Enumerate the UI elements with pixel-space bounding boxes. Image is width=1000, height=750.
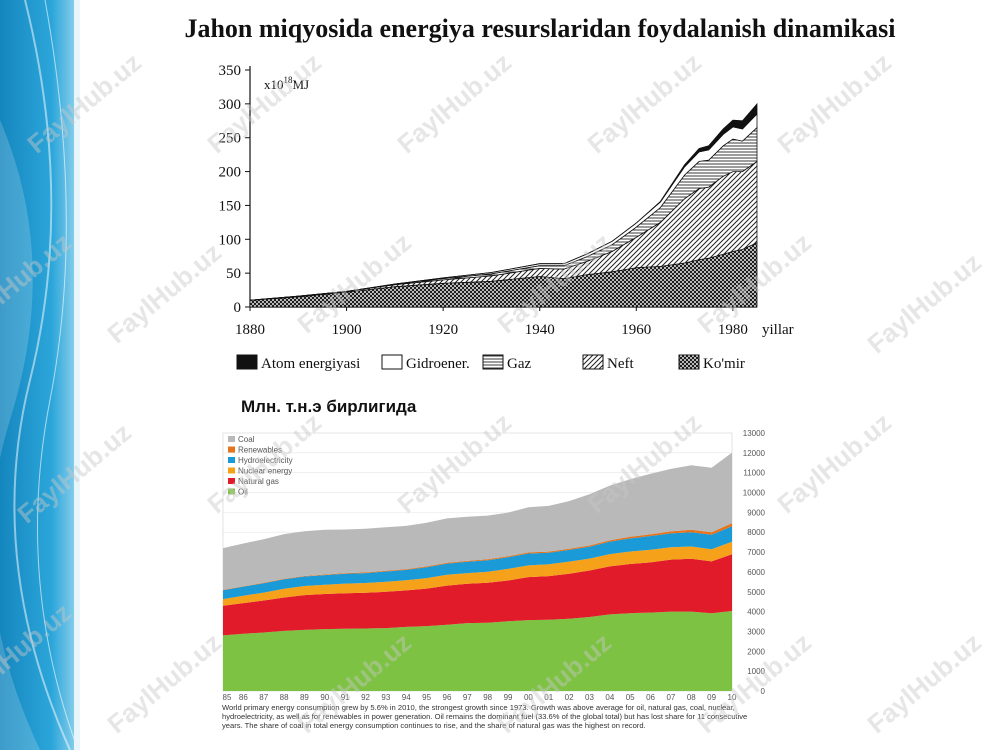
x-tick-label: 05 — [626, 693, 635, 702]
chart2-unit-label: Млн. т.н.э бирлигида — [241, 397, 417, 416]
area-atom-energiyasi — [249, 102, 758, 301]
legend-swatch-hydroelectricity — [228, 457, 235, 463]
y-tick-label: 0 — [234, 300, 242, 316]
x-tick-label: 94 — [402, 693, 411, 702]
x-tick-label: 10 — [728, 693, 737, 702]
x-axis-title: yillar — [762, 322, 794, 338]
x-tick-label: 08 — [687, 693, 696, 702]
x-tick-label: 1940 — [525, 322, 555, 338]
x-tick-label: 95 — [422, 693, 431, 702]
watermark-text: FaylHub.uz — [101, 627, 227, 739]
legend-swatch-natural-gas — [228, 478, 235, 484]
legend-swatch-gaz — [482, 354, 504, 370]
legend-label-oil: Oil — [238, 488, 248, 497]
y-tick-label: 300 — [219, 97, 242, 113]
x-tick-label: 85 — [223, 693, 232, 702]
x-tick-label: 88 — [280, 693, 289, 702]
x-tick-label: 02 — [565, 693, 574, 702]
x-tick-label: 1920 — [428, 322, 458, 338]
y-tick-label: 50 — [226, 266, 241, 282]
area-natural-gas — [223, 554, 732, 636]
x-tick-label: 09 — [707, 693, 716, 702]
y-tick-label: 6000 — [747, 568, 765, 577]
energy-consumption-chart: 0100020003000400050006000700080009000100… — [223, 429, 766, 702]
y-tick-label: 10000 — [743, 489, 766, 498]
legend-label-nuclear-energy: Nuclear energy — [238, 467, 292, 476]
area-coal — [223, 452, 732, 590]
x-tick-label: 1980 — [718, 322, 748, 338]
legend-label-gaz: Gaz — [507, 356, 531, 372]
legend-label-hydroelectricity: Hydroelectricity — [238, 456, 293, 465]
x-tick-label: 91 — [341, 693, 350, 702]
legend-swatch-gidroener — [381, 354, 403, 370]
chart2-caption: World primary energy consumption grew by… — [222, 703, 748, 730]
y-tick-label: 11000 — [743, 469, 765, 478]
x-tick-label: 06 — [646, 693, 655, 702]
x-tick-label: 97 — [463, 693, 472, 702]
y-tick-label: 2000 — [747, 647, 765, 656]
x-tick-label: 90 — [320, 693, 329, 702]
y-tick-label: 1000 — [747, 667, 765, 676]
x-tick-label: 1900 — [332, 322, 362, 338]
legend-swatch-oil — [228, 488, 235, 495]
y-tick-label: 9000 — [747, 508, 765, 517]
energy-history-chart: 0 50 100 150 200 250 300 350 1880 1900 1920 1940 196… — [219, 63, 794, 372]
x-tick-label: 1960 — [621, 322, 651, 338]
legend-label-gidroener: Gidroener. — [406, 356, 470, 372]
watermark-text: FaylHub.uz — [861, 627, 987, 739]
y-tick-label: 8000 — [747, 528, 765, 537]
x-tick-label: 00 — [524, 693, 533, 702]
y-tick-label: 3000 — [747, 627, 765, 636]
watermark-text: FaylHub.uz — [861, 247, 987, 359]
sidebar-decoration — [0, 0, 80, 750]
legend-swatch-renewables — [228, 446, 235, 453]
legend-label-neft: Neft — [607, 356, 634, 372]
x-tick-label: 1880 — [235, 322, 265, 338]
y-unit-label: x1018MJ — [264, 75, 309, 92]
legend-swatch-ko-mir — [678, 354, 700, 370]
area-hydroelectricity — [223, 526, 732, 600]
x-tick-label: 99 — [504, 693, 513, 702]
x-tick-label: 93 — [381, 693, 390, 702]
x-tick-label: 01 — [544, 693, 553, 702]
legend-label-renewables: Renewables — [238, 446, 282, 455]
legend-label-natural-gas: Natural gas — [238, 477, 279, 486]
y-tick-label: 250 — [219, 131, 242, 147]
x-tick-label: 87 — [259, 693, 268, 702]
x-tick-label: 86 — [239, 693, 248, 702]
y-tick-label: 7000 — [747, 548, 765, 557]
y-tick-label: 5000 — [747, 588, 765, 597]
watermark-text: FaylHub.uz — [771, 407, 897, 519]
y-tick-label: 4000 — [747, 608, 765, 617]
legend-label-coal: Coal — [238, 435, 255, 444]
legend-label-atom-energiyasi: Atom energiyasi — [261, 356, 360, 372]
x-tick-label: 92 — [361, 693, 370, 702]
y-tick-label: 350 — [219, 63, 242, 79]
legend-label-ko-mir: Ko'mir — [703, 356, 745, 372]
y-tick-label: 13000 — [743, 429, 766, 438]
legend-swatch-nuclear-energy — [228, 467, 235, 474]
legend-swatch-coal — [228, 436, 235, 442]
x-tick-label: 89 — [300, 693, 309, 702]
y-tick-label: 12000 — [743, 449, 766, 458]
x-tick-label: 07 — [666, 693, 675, 702]
slide-title: Jahon miqyosida energiya resurslaridan f… — [184, 14, 896, 43]
y-tick-label: 200 — [219, 165, 242, 181]
x-tick-label: 98 — [483, 693, 492, 702]
area-nuclear-energy — [223, 541, 732, 606]
x-tick-label: 96 — [443, 693, 452, 702]
x-tick-label: 03 — [585, 693, 594, 702]
y-tick-label: 150 — [219, 198, 242, 214]
area-oil — [223, 611, 732, 691]
legend-swatch-atom-energiyasi — [236, 354, 258, 370]
y-tick-label: 0 — [761, 687, 766, 696]
y-tick-label: 100 — [219, 232, 242, 248]
legend-swatch-neft — [582, 354, 604, 370]
x-tick-label: 04 — [605, 693, 614, 702]
area-renewables — [223, 523, 732, 591]
